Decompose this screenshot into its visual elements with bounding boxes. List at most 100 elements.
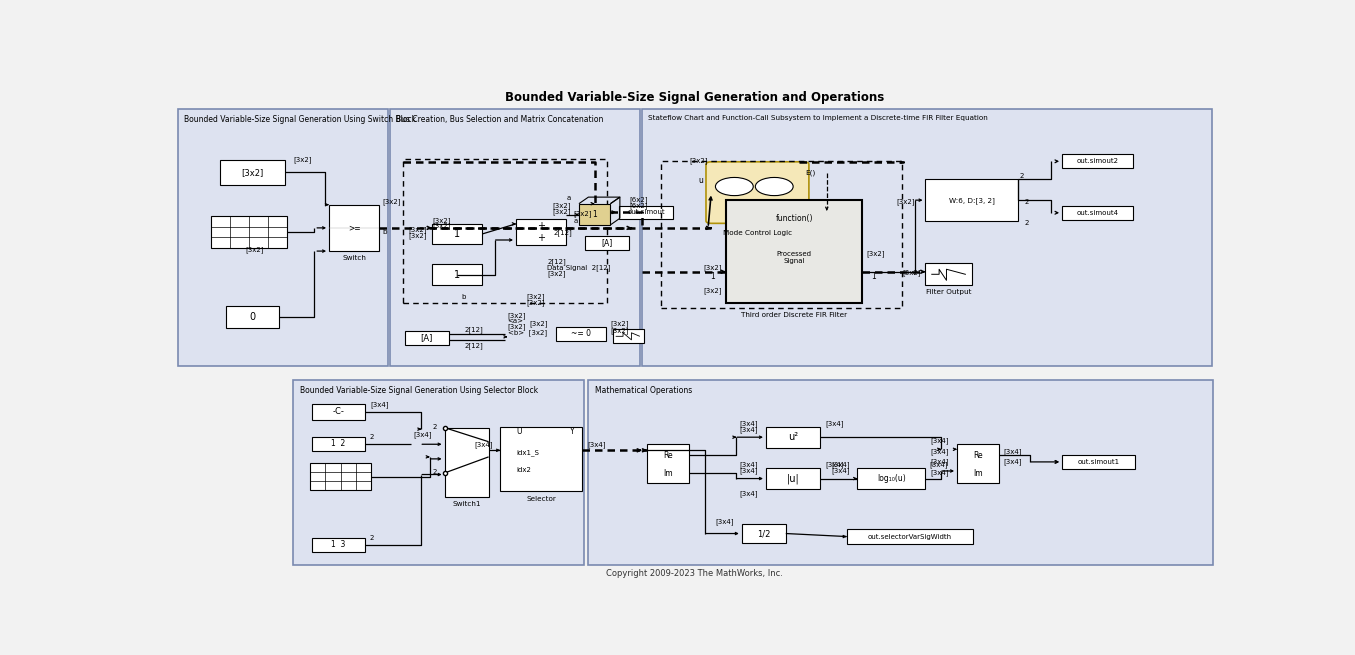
Text: [3x4]: [3x4]: [370, 401, 389, 408]
Text: 2[12]: 2[12]: [465, 326, 484, 333]
Text: 1: 1: [454, 229, 461, 239]
Text: out.simout: out.simout: [627, 209, 665, 215]
Bar: [619, 206, 673, 219]
Text: [3x4]: [3x4]: [930, 438, 948, 444]
Text: 2: 2: [432, 424, 438, 430]
Text: [3x2]: [3x2]: [551, 202, 570, 209]
Bar: [766, 426, 821, 448]
Text: [3x4]: [3x4]: [1003, 449, 1022, 455]
Text: [3x2]: [3x2]: [573, 210, 592, 217]
Bar: [556, 327, 606, 341]
Text: [3x4]: [3x4]: [930, 470, 948, 476]
Text: [3x2]: [3x2]: [551, 208, 570, 215]
Bar: [661, 161, 902, 308]
Text: 2: 2: [432, 469, 438, 475]
Text: >=: >=: [348, 223, 360, 233]
Text: [6x2]: [6x2]: [629, 202, 648, 209]
Text: Mode Control Logic: Mode Control Logic: [722, 230, 793, 236]
Text: Bus Creation, Bus Selection and Matrix Concatenation: Bus Creation, Bus Selection and Matrix C…: [396, 115, 603, 124]
Text: [3x2]: [3x2]: [408, 233, 427, 239]
Text: +
+: + +: [537, 221, 545, 243]
Text: Processed
Signal: Processed Signal: [776, 251, 812, 264]
Bar: [516, 219, 566, 245]
Bar: [858, 468, 925, 489]
Text: 1/2: 1/2: [757, 529, 771, 538]
Text: 1  2: 1 2: [332, 440, 346, 448]
Bar: [766, 468, 821, 489]
Text: 1: 1: [454, 270, 461, 280]
Text: Mathematical Operations: Mathematical Operations: [595, 386, 692, 395]
Text: [3x2]: [3x2]: [867, 250, 885, 257]
Text: [6x2]: [6x2]: [629, 196, 648, 203]
Text: b: b: [461, 294, 466, 300]
Text: [3x4]: [3x4]: [474, 441, 493, 447]
Bar: [1062, 155, 1133, 168]
Text: Selector: Selector: [526, 496, 556, 502]
Bar: [585, 236, 629, 250]
Bar: [612, 329, 644, 343]
Bar: [312, 437, 364, 451]
Text: Stateflow Chart and Function-Call Subsystem to Implement a Discrete-time FIR Fil: Stateflow Chart and Function-Call Subsys…: [648, 115, 988, 121]
Bar: [226, 305, 279, 328]
Text: [3x4]: [3x4]: [930, 458, 948, 465]
Text: [3x4]: [3x4]: [832, 468, 850, 474]
Bar: [220, 160, 285, 185]
Text: [3x4]: [3x4]: [738, 426, 757, 433]
Text: [3x2]: [3x2]: [293, 156, 312, 162]
Text: <a>: <a>: [508, 318, 523, 324]
Text: idx2: idx2: [516, 467, 531, 473]
Text: [3x2]: [3x2]: [245, 247, 264, 253]
Bar: [178, 109, 388, 366]
Circle shape: [715, 178, 753, 196]
Bar: [588, 380, 1213, 565]
Bar: [312, 404, 364, 420]
Text: [3x4]: [3x4]: [738, 490, 757, 496]
Text: 2: 2: [1020, 174, 1024, 179]
Text: [3x2]: [3x2]: [528, 320, 547, 327]
Text: [3x4]: [3x4]: [715, 518, 734, 525]
Text: [3x2]: [3x2]: [897, 198, 915, 205]
Text: [3x2]: [3x2]: [432, 217, 450, 224]
Text: [3x4]: [3x4]: [930, 449, 948, 455]
Text: 2[12]: 2[12]: [465, 343, 484, 349]
Bar: [432, 224, 482, 244]
Text: Switch1: Switch1: [453, 501, 481, 507]
Text: 1: 1: [592, 210, 598, 219]
Text: Bounded Variable-Size Signal Generation Using Selector Block: Bounded Variable-Size Signal Generation …: [299, 386, 538, 395]
Bar: [1062, 206, 1133, 220]
Text: [3x2]: [3x2]: [610, 328, 629, 334]
Text: Bounded Variable-Size Signal Generation Using Switch Block: Bounded Variable-Size Signal Generation …: [184, 115, 416, 124]
Text: idx1_S: idx1_S: [516, 449, 539, 456]
Text: [3x2]: [3x2]: [902, 269, 921, 276]
Text: <b>  [3x2]: <b> [3x2]: [508, 329, 546, 336]
Text: [3x4]: [3x4]: [832, 462, 850, 468]
Text: [3x2]: [3x2]: [408, 227, 427, 233]
Text: [3x4]: [3x4]: [587, 441, 606, 447]
Text: 2: 2: [1024, 198, 1028, 204]
Bar: [293, 380, 584, 565]
Text: 2: 2: [370, 534, 374, 540]
Text: ~= 0: ~= 0: [570, 329, 591, 338]
Bar: [432, 264, 482, 286]
Text: u: u: [698, 176, 703, 185]
Text: Y: Y: [570, 427, 575, 436]
Text: [3x4]: [3x4]: [738, 421, 757, 427]
Bar: [312, 538, 364, 552]
Text: -C-: -C-: [332, 407, 344, 417]
Text: u²: u²: [789, 432, 798, 442]
Text: out.simout2: out.simout2: [1077, 159, 1119, 164]
Text: U: U: [516, 427, 522, 436]
Text: E(): E(): [805, 170, 816, 176]
Text: 2: 2: [1024, 220, 1028, 226]
Bar: [925, 179, 1018, 221]
Bar: [648, 443, 690, 483]
Bar: [390, 109, 640, 366]
Text: [3x2]: [3x2]: [241, 168, 263, 177]
Text: b: b: [382, 229, 388, 235]
Text: 1: 1: [710, 272, 715, 280]
Text: [3x2]: [3x2]: [703, 288, 722, 294]
Bar: [329, 204, 379, 251]
Text: [3x2]: [3x2]: [610, 320, 629, 327]
Text: W:6, D:[3, 2]: W:6, D:[3, 2]: [948, 196, 995, 204]
Text: a: a: [573, 218, 579, 224]
